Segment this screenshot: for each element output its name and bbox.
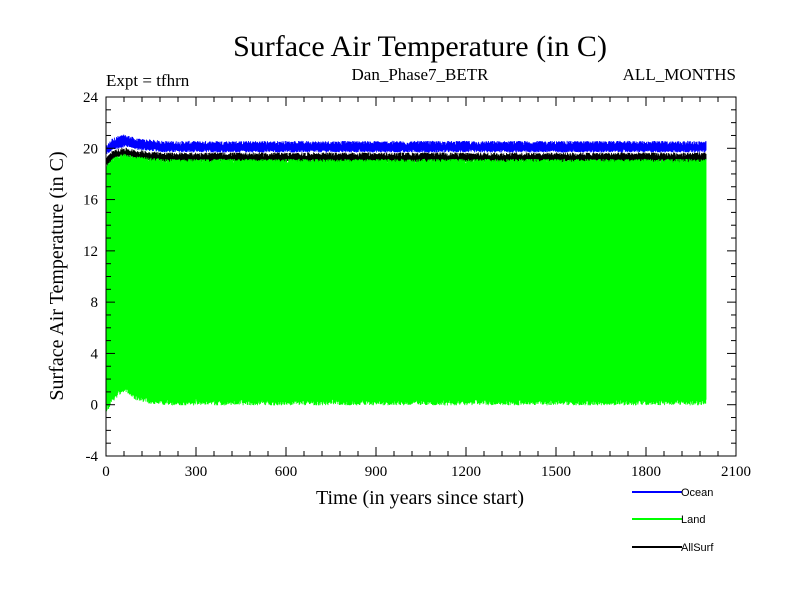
x-tick-label: 0 [102, 464, 110, 480]
legend-entry-allsurf: AllSurf [632, 542, 714, 554]
y-tick-label: 20 [83, 141, 98, 157]
y-tick-label: 24 [83, 90, 99, 106]
expt-label: Expt = tfhrn [106, 71, 190, 90]
chart-title: Surface Air Temperature (in C) [233, 30, 607, 63]
x-axis-label: Time (in years since start) [316, 487, 524, 509]
series-band-ocean [105, 134, 707, 154]
x-tick-label: 1800 [631, 464, 661, 480]
months-label: ALL_MONTHS [623, 65, 736, 84]
y-axis-label: Surface Air Temperature (in C) [46, 151, 68, 400]
y-tick-label: 8 [91, 295, 99, 311]
legend: Ocean Land AllSurf [632, 487, 714, 554]
x-tick-label: 2100 [721, 464, 751, 480]
legend-entry-ocean: Ocean [632, 487, 713, 499]
legend-label: Ocean [681, 487, 713, 499]
legend-label: AllSurf [681, 542, 714, 554]
x-tick-label: 300 [185, 464, 208, 480]
y-tick-label: 4 [91, 346, 99, 362]
x-tick-label: 900 [365, 464, 388, 480]
series-ocean [105, 134, 707, 154]
y-tick-label: 16 [83, 193, 99, 209]
plot-area [105, 134, 707, 412]
y-tick-label: 0 [91, 398, 99, 414]
x-tick-label: 1500 [541, 464, 571, 480]
y-tick-label: 12 [83, 244, 98, 260]
y-tick-label: -4 [86, 449, 99, 465]
legend-entry-land: Land [632, 514, 705, 526]
series-band-land [105, 153, 707, 412]
series-land [105, 153, 707, 412]
case-label: Dan_Phase7_BETR [352, 65, 490, 84]
legend-label: Land [681, 514, 705, 526]
x-tick-label: 600 [275, 464, 298, 480]
x-tick-label: 1200 [451, 464, 481, 480]
